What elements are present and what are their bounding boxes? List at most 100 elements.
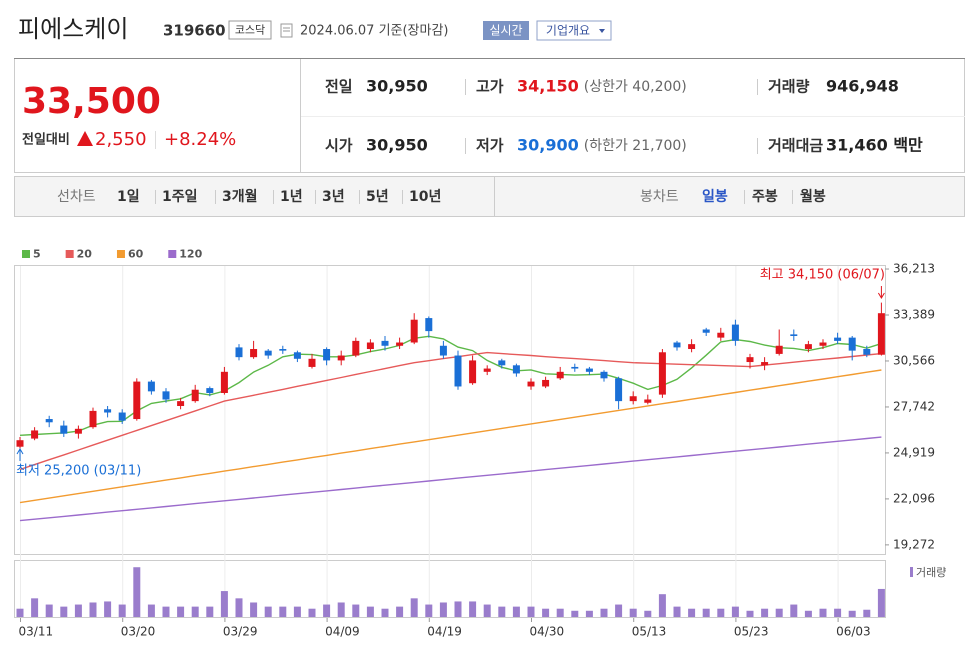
volume-bar <box>571 610 579 617</box>
volume-bar <box>731 606 739 617</box>
line-option[interactable]: 1일 <box>117 189 140 205</box>
candle-body <box>118 412 126 421</box>
stat-label: 시가 <box>325 137 353 155</box>
legend-label: 120 <box>179 248 202 261</box>
volume-bar <box>848 610 856 617</box>
volume-bar <box>425 604 433 617</box>
volume-bar <box>483 604 491 617</box>
candle-body <box>542 379 550 387</box>
change-rate: +8.24% <box>164 129 236 150</box>
volume-bar <box>89 602 97 617</box>
volume-bar <box>16 608 24 617</box>
volume-bar <box>31 598 39 617</box>
volume-bar <box>147 604 155 617</box>
x-tick-label: 05/13 <box>632 625 667 639</box>
candle-body <box>688 344 696 350</box>
volume-bar <box>542 608 550 617</box>
x-tick-label: 04/19 <box>427 625 462 639</box>
x-tick-label: 03/20 <box>121 625 156 639</box>
candle-body <box>133 381 141 420</box>
volume-bar <box>133 567 141 617</box>
change-label: 전일대비 <box>22 132 70 148</box>
candle-body <box>323 349 331 361</box>
candle-body <box>308 358 316 367</box>
volume-bar <box>118 604 126 617</box>
volume-bar <box>469 601 477 617</box>
candle-body <box>250 349 258 358</box>
volume-bar <box>323 604 331 617</box>
x-tick-label: 06/03 <box>836 625 871 639</box>
stat-value: 31,460 백만 <box>826 136 923 155</box>
line-option[interactable]: 5년 <box>366 189 389 205</box>
candle-body <box>834 337 842 341</box>
stat-extra: (하한가 21,700) <box>584 138 687 154</box>
candle-option[interactable]: 주봉 <box>752 189 778 205</box>
line-option[interactable]: 10년 <box>409 189 441 205</box>
volume-legend-label: 거래량 <box>916 566 946 579</box>
periods: 선차트 1일 1주일 3개월 1년 3년 5년 10년 봉차트 일봉 주봉 월봉 <box>57 188 826 205</box>
candle-body <box>454 355 462 387</box>
line-option[interactable]: 3개월 <box>222 188 258 205</box>
volume-bar <box>804 610 812 617</box>
realtime-label[interactable]: 실시간 <box>489 24 522 38</box>
volume-bar <box>512 606 520 617</box>
candle-body <box>366 342 374 350</box>
legend-swatch <box>22 250 30 258</box>
candle-body <box>220 371 228 393</box>
overview-button[interactable] <box>536 20 612 41</box>
period-bar <box>14 176 965 217</box>
candle-body <box>673 342 681 348</box>
volume-bar <box>527 606 535 617</box>
volume-bar <box>702 608 710 617</box>
candle-body <box>761 362 769 366</box>
candle-body <box>235 347 243 358</box>
volume-bar <box>761 608 769 617</box>
volume-bar <box>615 604 623 617</box>
stock-code: 319660 <box>163 22 226 40</box>
candle-body <box>644 399 652 403</box>
legend-swatch <box>65 250 74 258</box>
candle-option[interactable]: 월봉 <box>800 188 826 205</box>
candle-body <box>717 332 725 338</box>
volume-bar <box>74 604 82 617</box>
candle-body <box>31 430 39 439</box>
candle-option[interactable]: 일봉 <box>702 189 728 205</box>
candle-body <box>629 396 637 402</box>
x-tick-label: 03/29 <box>223 625 258 639</box>
candle-body <box>790 334 798 336</box>
candle-body <box>104 409 112 413</box>
line-option[interactable]: 1주일 <box>162 189 198 205</box>
candle-body <box>469 360 477 384</box>
volume-bar <box>863 609 871 617</box>
volume-bar <box>600 608 608 617</box>
candle-body <box>396 342 404 346</box>
volume-bar <box>45 604 53 617</box>
candle-body <box>585 368 593 372</box>
x-tick-label: 03/11 <box>19 625 54 639</box>
x-tick-label: 04/09 <box>325 625 360 639</box>
volume-bar <box>104 601 112 617</box>
moving-average-line <box>19 436 882 522</box>
candle-body <box>600 371 608 379</box>
y-tick-label: 22,096 <box>893 491 935 505</box>
high-annotation: 최고 34,150 (06/07) <box>760 268 885 283</box>
candle-body <box>731 324 739 341</box>
change-amount: 2,550 <box>95 129 147 150</box>
volume-bar <box>717 608 725 617</box>
overview-label[interactable]: 기업개요 <box>546 24 590 38</box>
volume-bar <box>396 606 404 617</box>
stat-label: 고가 <box>476 78 504 96</box>
line-option[interactable]: 1년 <box>280 189 303 205</box>
stock-name: 피에스케이 <box>18 15 128 43</box>
volume-bar <box>191 606 199 617</box>
volume-bar <box>819 608 827 617</box>
realtime-button[interactable] <box>483 21 529 40</box>
candle-body <box>337 355 345 361</box>
volume-bar <box>220 591 228 617</box>
market-label: 코스닥 <box>235 24 265 37</box>
up-triangle <box>77 131 93 146</box>
candle-body <box>746 357 754 363</box>
line-option[interactable]: 3년 <box>322 189 345 205</box>
